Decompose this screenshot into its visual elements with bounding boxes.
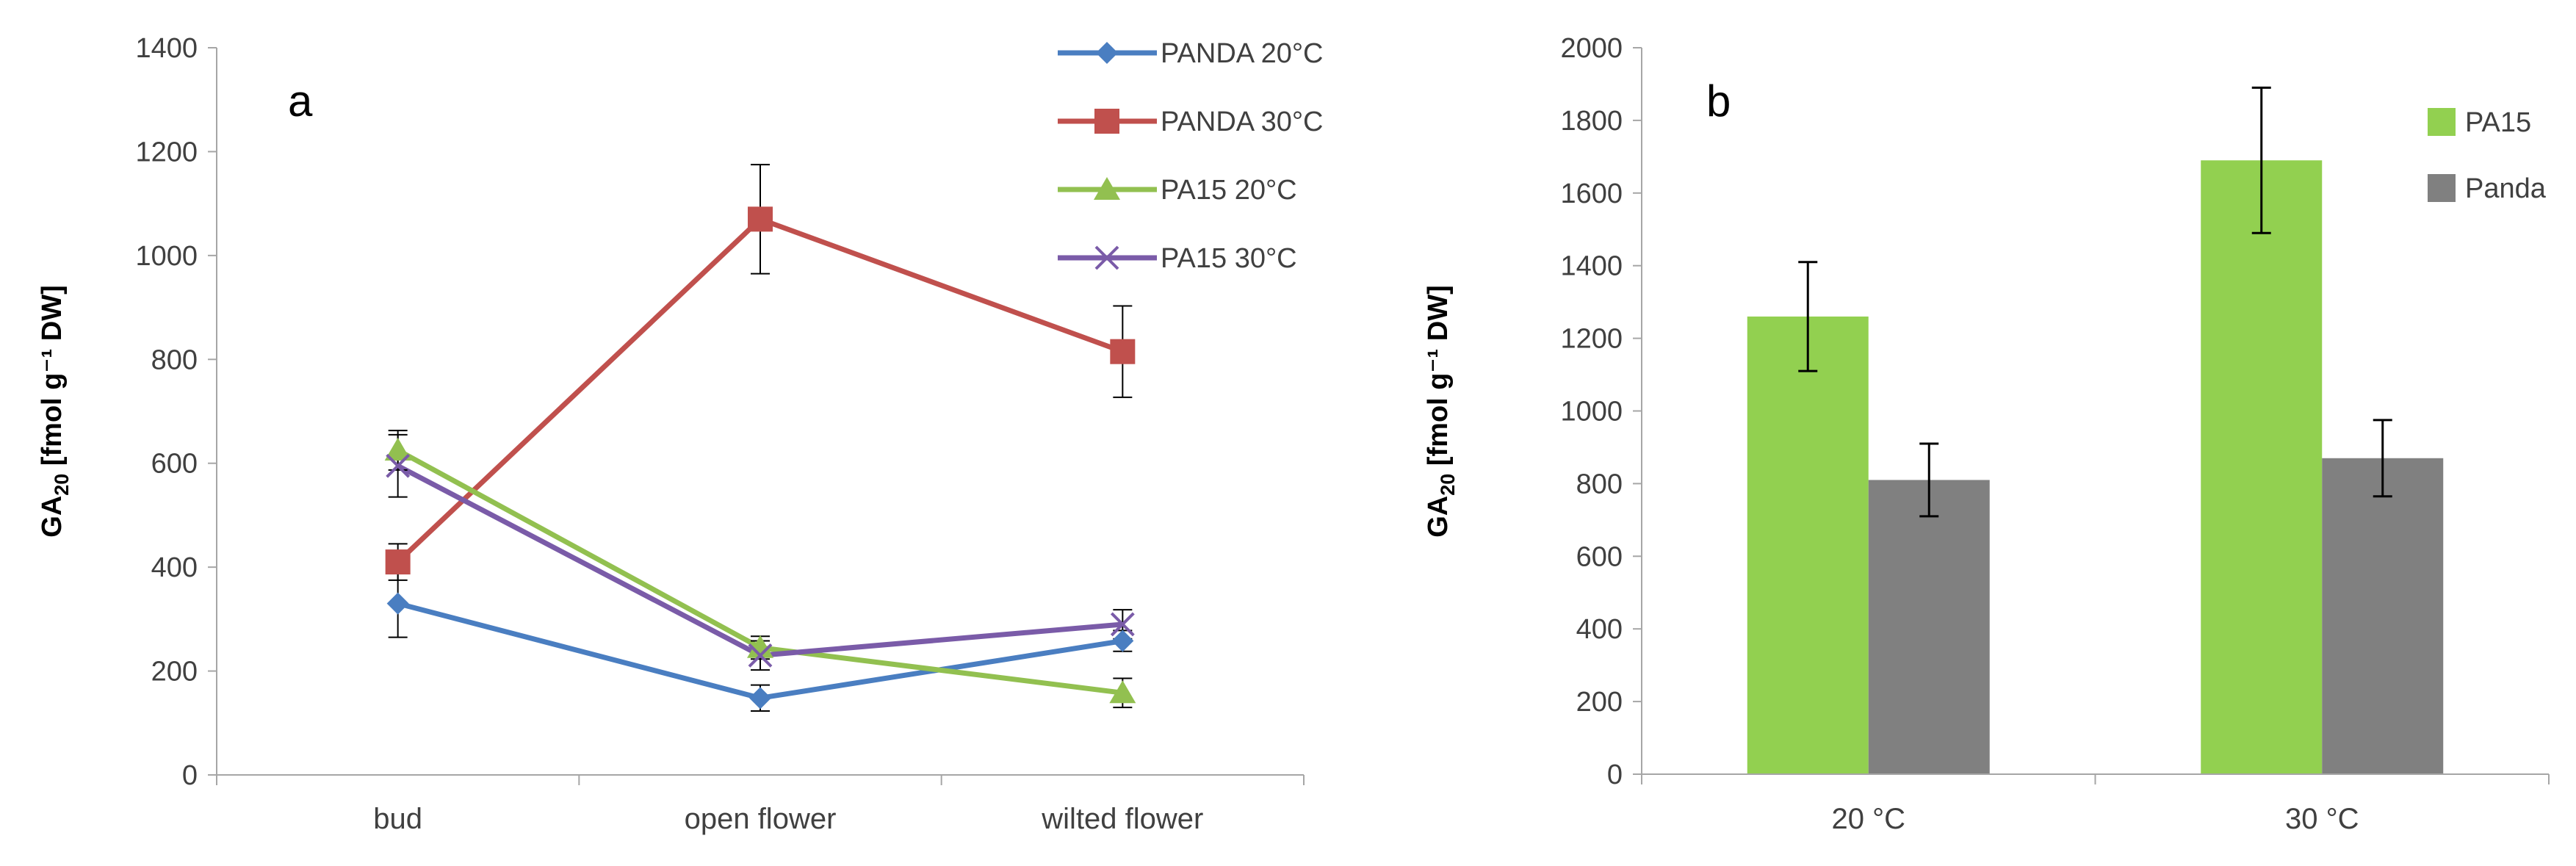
y-axis-label: GA20 [fmol g⁻¹ DW]: [37, 285, 73, 537]
legend-marker: [1094, 245, 1119, 270]
data-point: [1110, 339, 1136, 364]
y-tick-label: 400: [1576, 614, 1623, 645]
panel-label: b: [1706, 76, 1731, 126]
legend-marker: [1094, 177, 1120, 200]
y-tick-label: 600: [1576, 541, 1623, 572]
legend-entry: PANDA 20°C: [1161, 38, 1323, 69]
bar: [1868, 480, 1990, 774]
y-axis-label: GA20 [fmol g⁻¹ DW]: [1423, 285, 1459, 537]
data-point: [1109, 680, 1136, 704]
y-tick-label: 800: [1576, 469, 1623, 499]
y-tick-label: 0: [1607, 759, 1623, 790]
data-point: [747, 635, 773, 658]
y-tick-label: 600: [151, 449, 198, 480]
y-tick-label: 1000: [135, 241, 198, 272]
legend-entry: PA15 30°C: [1161, 243, 1297, 274]
legend-swatch: [2428, 108, 2456, 136]
y-tick-label: 1400: [1560, 251, 1623, 282]
x-tick-label: open flower: [685, 803, 837, 835]
y-axis-label-units: [fmol g⁻¹ DW]: [37, 285, 68, 473]
y-axis-label-units: [fmol g⁻¹ DW]: [1423, 285, 1454, 473]
y-tick-label: 1400: [135, 33, 198, 64]
chart-panel-b: 0 200 400 600 800 1000 1200 1400 1600 1800 2000 20 …: [1423, 33, 2550, 835]
bar: [1747, 316, 1869, 774]
y-tick-label: 1600: [1560, 178, 1623, 209]
data-point: [749, 687, 771, 710]
y-axis-label-main: GA: [1423, 496, 1454, 538]
legend-entry: PA15 20°C: [1161, 175, 1297, 206]
data-point: [386, 592, 409, 615]
x-tick-label: bud: [373, 803, 422, 835]
y-tick-label: 1800: [1560, 106, 1623, 137]
data-point: [385, 549, 411, 575]
bar: [2322, 458, 2444, 774]
y-tick-label: 2000: [1560, 33, 1623, 64]
legend-entry: Panda: [2465, 173, 2547, 204]
y-tick-label: 0: [182, 760, 198, 791]
chart-panel-a: 0 200 400 600 800 1000 1200 1400 bud open flower w…: [37, 33, 1323, 835]
data-point: [1110, 612, 1135, 637]
data-point: [748, 206, 773, 232]
x-tick-label: 30 °C: [2285, 803, 2359, 835]
y-tick-label: 800: [151, 344, 198, 375]
y-tick-label: 200: [1576, 687, 1623, 718]
legend-marker: [1094, 109, 1119, 134]
legend-entry: PANDA 30°C: [1161, 107, 1323, 137]
y-axis-label-subscript: 20: [1437, 474, 1459, 496]
x-tick-label: 20 °C: [1832, 803, 1906, 835]
y-tick-label: 1200: [1560, 324, 1623, 355]
x-tick-label: wilted flower: [1041, 803, 1203, 835]
bar: [2201, 160, 2323, 775]
series-line: [397, 463, 1123, 658]
y-tick-label: 200: [151, 657, 198, 688]
legend-swatch: [2428, 174, 2456, 202]
data-point: [386, 453, 411, 478]
data-point: [1111, 629, 1134, 652]
y-axis-label-subscript: 20: [51, 474, 73, 496]
panel-label: a: [288, 76, 313, 126]
legend-entry: PA15: [2465, 107, 2531, 138]
data-point: [384, 438, 411, 461]
y-tick-label: 1200: [135, 137, 198, 167]
y-tick-label: 400: [151, 552, 198, 583]
y-tick-label: 1000: [1560, 397, 1623, 427]
y-axis-label-main: GA: [37, 496, 68, 538]
legend-marker: [1096, 42, 1118, 64]
data-point: [748, 643, 773, 668]
